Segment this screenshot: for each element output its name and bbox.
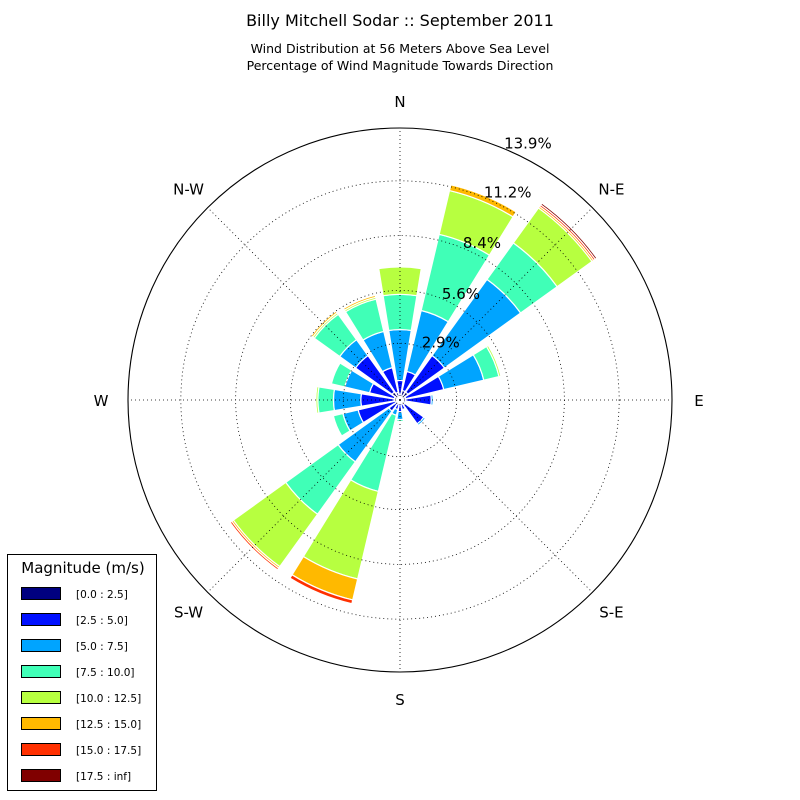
radial-tick-label: 5.6% (442, 285, 480, 303)
legend-item: [15.0 : 17.5] (21, 743, 151, 759)
compass-label: N-W (173, 181, 204, 199)
legend-swatch (21, 639, 61, 652)
wind-rose-bar (485, 344, 502, 378)
legend-swatch (21, 665, 61, 678)
wind-rose-bar (310, 310, 338, 338)
wind-rose-bar (378, 266, 422, 297)
radial-tick-label: 8.4% (463, 234, 501, 252)
wind-rose-bar (416, 416, 427, 427)
radial-grid-circle (180, 180, 620, 620)
angular-grid-line (399, 399, 593, 593)
legend-label: [5.0 : 7.5] (76, 641, 128, 653)
wind-rose-bar (289, 573, 354, 605)
chart-subtitle-line1: Wind Distribution at 56 Meters Above Sea… (250, 41, 550, 56)
legend-swatch (21, 769, 61, 782)
legend-item: [0.0 : 2.5] (21, 587, 151, 603)
compass-label: N (394, 93, 405, 111)
legend-label: [17.5 : inf] (76, 771, 132, 783)
compass-label: S (395, 691, 405, 709)
wind-rose-bar (332, 412, 351, 437)
compass-label: W (94, 392, 109, 410)
legend-label: [10.0 : 12.5] (76, 693, 142, 705)
compass-label: E (694, 392, 703, 410)
wind-rose-bar (330, 362, 353, 388)
legend-title: Magnitude (m/s) (21, 559, 145, 577)
wind-rose-bar (539, 202, 598, 261)
wind-rose-bar (342, 294, 377, 311)
wind-rose-bar (400, 402, 406, 411)
legend: Magnitude (m/s) [0.0 : 2.5] [2.5 : 5.0] [5… (7, 554, 157, 791)
legend-label: [7.5 : 10.0] (76, 667, 135, 679)
legend-swatch (21, 717, 61, 730)
legend-item: [2.5 : 5.0] (21, 613, 151, 629)
legend-label: [12.5 : 15.0] (76, 719, 142, 731)
legend-item: [7.5 : 10.0] (21, 665, 151, 681)
compass-label: S-W (174, 603, 203, 621)
radial-tick-label: 11.2% (484, 184, 532, 202)
legend-swatch (21, 587, 61, 600)
legend-item: [17.5 : inf] (21, 769, 151, 785)
chart-title: Billy Mitchell Sodar :: September 2011 (246, 11, 554, 30)
wind-rose-bar (315, 385, 320, 415)
angular-grid-line (207, 207, 401, 401)
polar-frame (127, 127, 673, 673)
compass-label: N-E (598, 181, 624, 199)
wind-rose-bar (448, 184, 518, 218)
compass-label: S-E (599, 603, 623, 621)
legend-item: [5.0 : 7.5] (21, 639, 151, 655)
radial-grid-circle (290, 290, 510, 510)
angular-grid-line (207, 399, 401, 593)
chart-subtitle-line2: Percentage of Wind Magnitude Towards Dir… (246, 58, 554, 73)
angular-grid-line (399, 207, 593, 401)
legend-label: [2.5 : 5.0] (76, 615, 128, 627)
legend-swatch (21, 613, 61, 626)
legend-label: [0.0 : 2.5] (76, 589, 128, 601)
radial-tick-label: 13.9% (504, 135, 552, 153)
legend-swatch (21, 743, 61, 756)
legend-label: [15.0 : 17.5] (76, 745, 142, 757)
legend-item: [10.0 : 12.5] (21, 691, 151, 707)
wind-rose-bar (229, 520, 280, 571)
legend-item: [12.5 : 15.0] (21, 717, 151, 733)
radial-tick-label: 2.9% (422, 334, 460, 352)
legend-swatch (21, 691, 61, 704)
